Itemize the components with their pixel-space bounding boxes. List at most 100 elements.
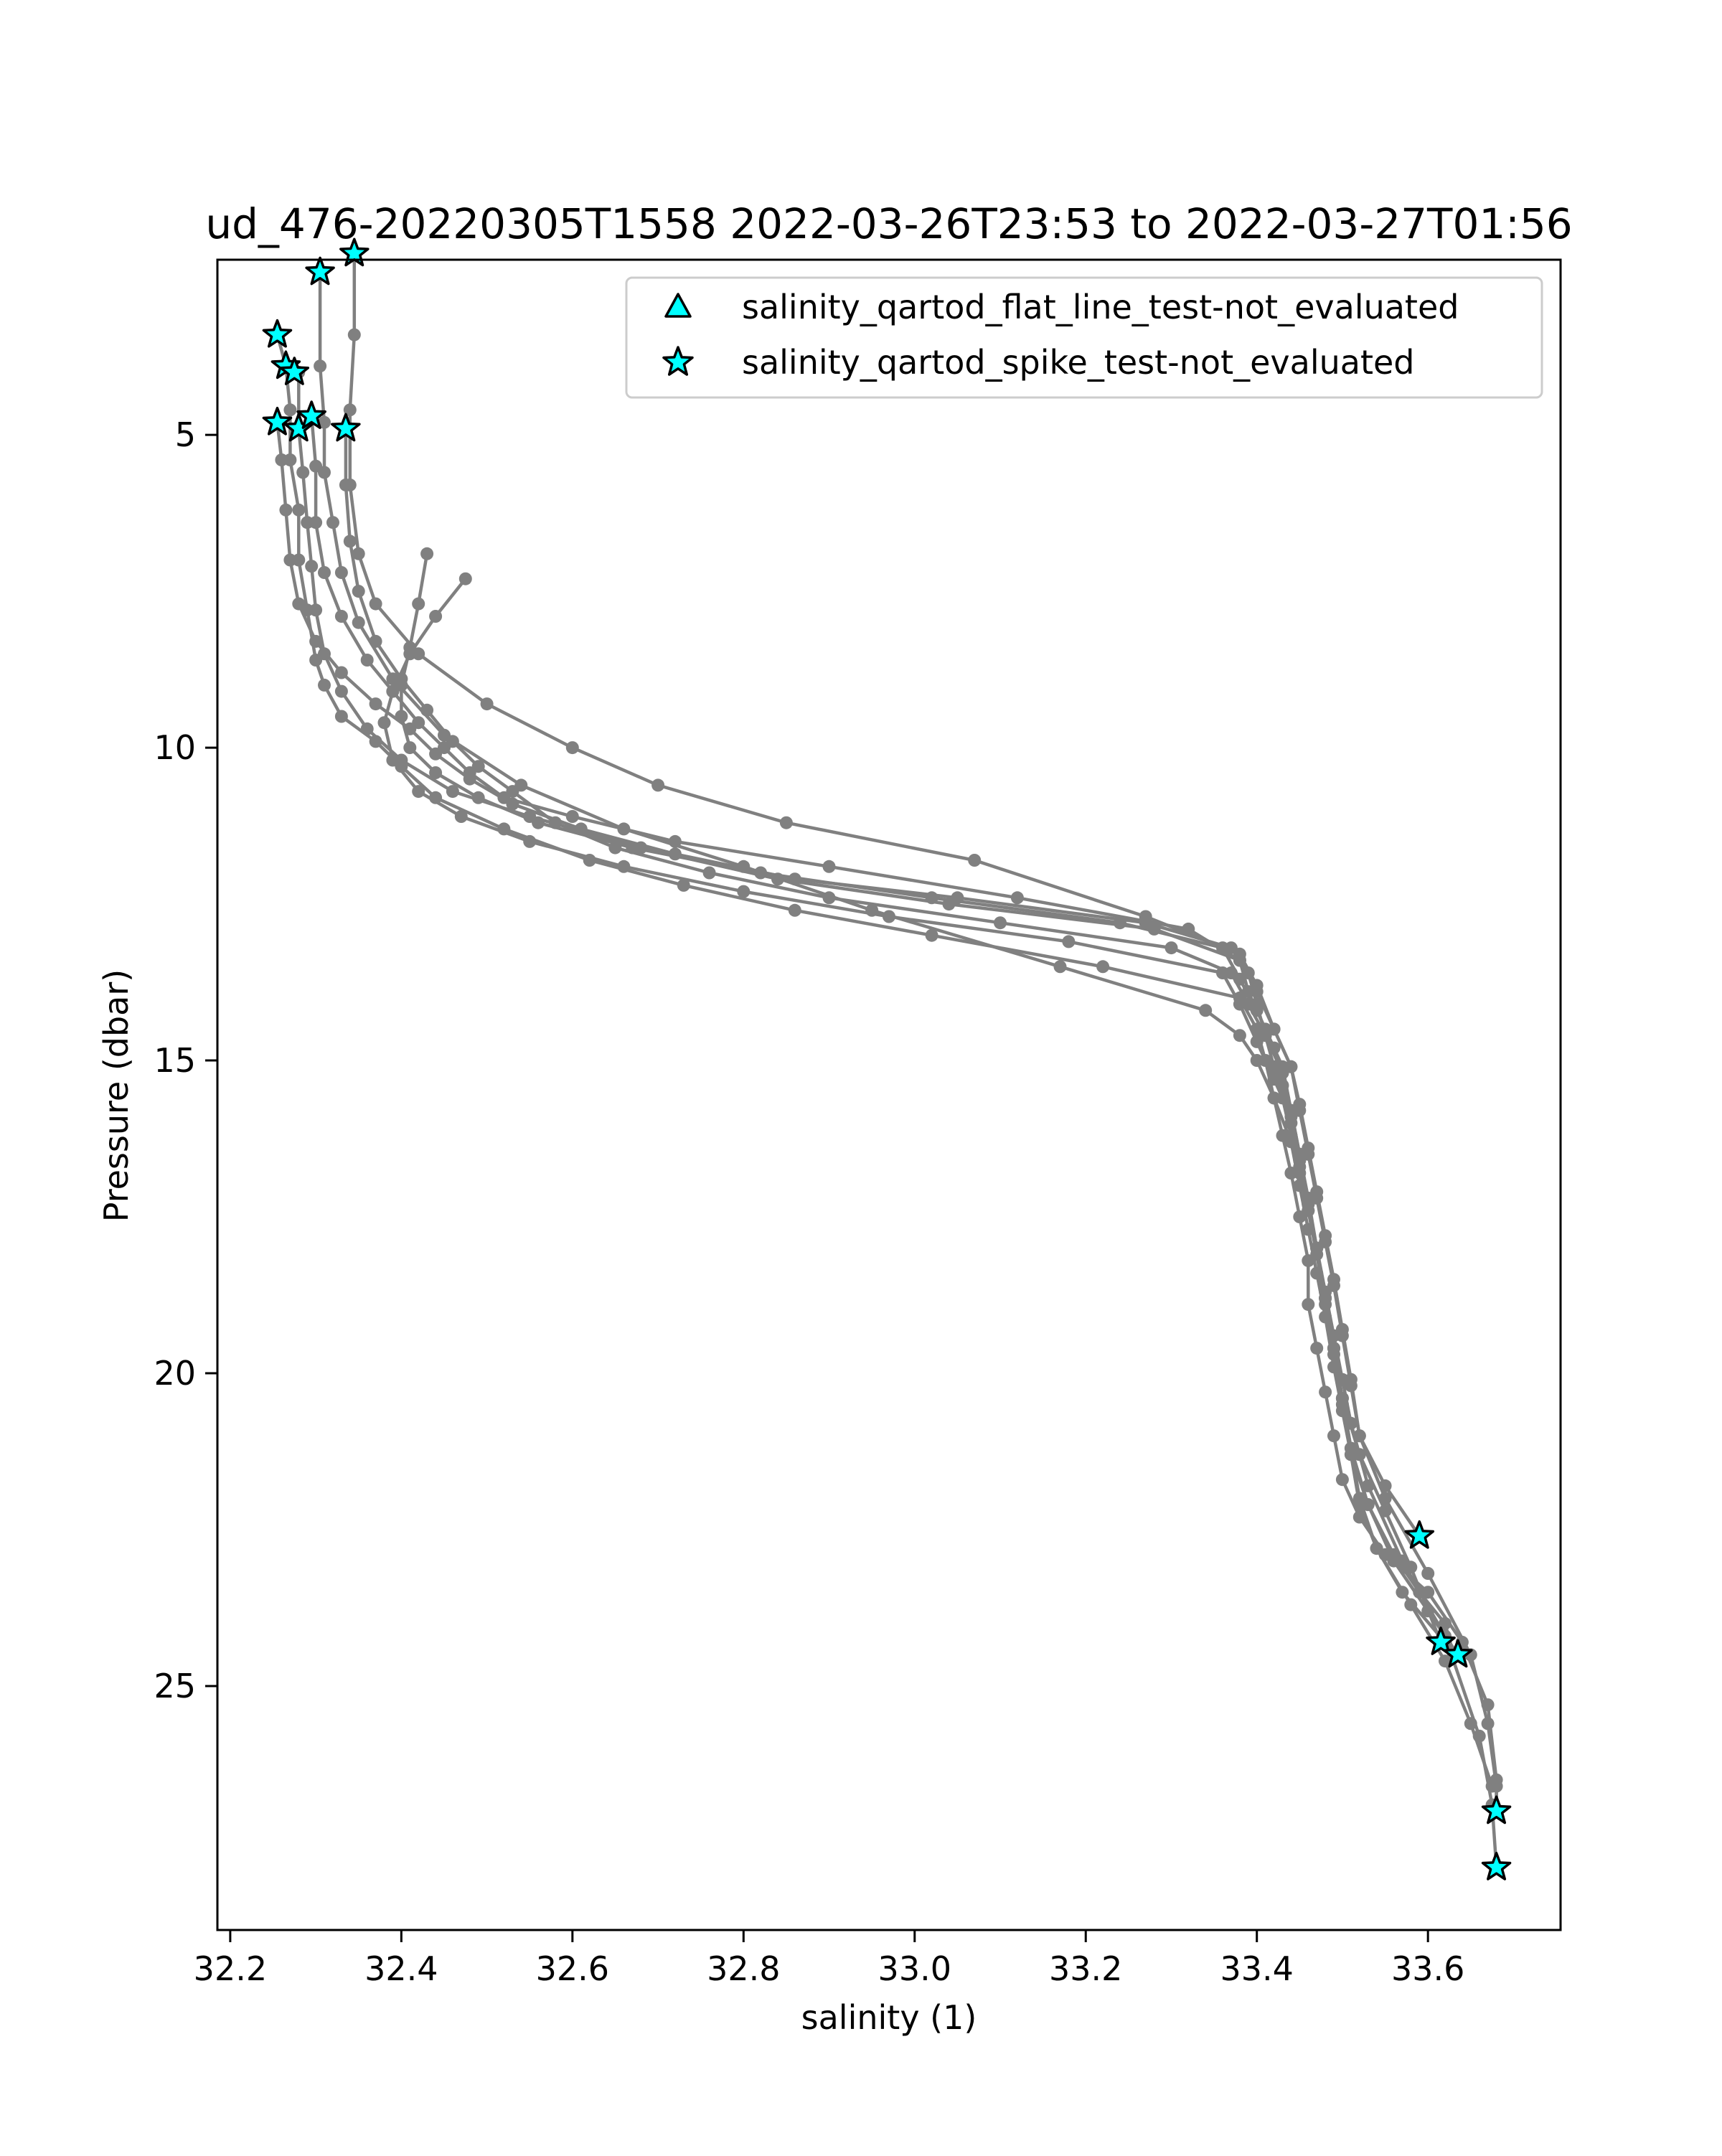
profile-point [1352,1429,1366,1443]
profile-point [471,791,485,804]
profile-point [754,866,768,880]
profile-point [968,854,982,867]
profile-point [1310,1342,1324,1355]
profile-point [318,566,331,579]
profile-point [677,878,690,892]
profile-point [454,810,468,823]
spike-flag-star [1481,1795,1512,1825]
spike-flag-star [331,413,361,442]
spike-flag-star [296,400,326,429]
profile-point [1464,1717,1477,1731]
chart-title: ud_476-20220305T1558 2022-03-26T23:53 to… [205,199,1572,248]
profile-point [1421,1604,1435,1618]
profile-point [1010,891,1024,905]
profile-point [403,647,417,661]
profile-point [1293,1154,1307,1167]
profile-point [334,684,348,698]
profile-point [1302,1298,1315,1312]
profile-point [326,516,339,529]
profile-point [523,834,537,848]
profile-point [360,722,374,735]
profile-point [305,560,319,573]
profile-point [1439,1616,1452,1630]
profile-point [369,597,382,611]
profile-point [1199,1004,1213,1017]
profile-point [1250,1035,1264,1048]
legend-label: salinity_qartod_flat_line_test-not_evalu… [742,288,1459,326]
profile-line-7 [309,415,1498,1812]
x-tick-label: 32.6 [536,1949,609,1988]
profile-point [480,697,494,711]
profile-point [1267,1073,1281,1086]
spike-flag-star [305,256,335,286]
spike-flag-star [1481,1852,1512,1880]
y-tick-label: 15 [154,1041,196,1080]
profile-point [1182,922,1195,936]
profile-point [702,866,716,880]
profile-point [1053,960,1067,974]
profile-point [403,741,417,755]
profile-point [1233,972,1246,986]
profile-point [925,891,938,905]
profile-point [1319,1385,1332,1399]
x-tick-label: 32.8 [707,1949,780,1988]
profile-point [779,816,793,829]
profile-point [314,359,327,373]
flat-line-legend-icon [664,293,692,318]
profile-point [994,916,1007,930]
spike-flag-star [1404,1520,1435,1549]
profile-point [1378,1492,1392,1505]
profile-point [334,666,348,679]
legend: salinity_qartod_flat_line_test-not_evalu… [625,276,1543,399]
profile-point [377,716,391,730]
profile-point [438,741,451,755]
legend-label: salinity_qartod_spike_test-not_evaluated [742,343,1414,382]
profile-point [565,741,579,755]
profile-point [275,453,288,466]
profile-point [1485,1779,1499,1793]
spike-flag-star [1443,1639,1473,1668]
profile-point [318,678,331,692]
profile-point [283,403,297,417]
profile-point [668,834,682,848]
x-tick-label: 33.4 [1220,1949,1294,1988]
profile-point [822,860,836,873]
profile-point [1481,1717,1495,1731]
y-tick-label: 20 [154,1354,196,1393]
spike-legend-icon [662,346,694,376]
profile-point [497,791,511,804]
profile-point [1096,960,1110,974]
profile-point [883,910,895,923]
x-axis-label: salinity (1) [801,1998,977,2037]
profile-point [412,785,425,799]
profile-point [1302,1197,1315,1211]
profile-point [1062,935,1076,948]
profile-point [292,597,306,611]
profile-point [1284,1060,1298,1073]
profile-point [309,459,323,473]
plot-area [262,237,1512,1880]
profile-point [352,616,365,629]
profile-point [1293,1098,1307,1111]
profile-point [420,703,434,717]
profile-point [292,503,306,517]
profile-point [532,816,545,829]
profile-point [1387,1554,1401,1568]
profile-point [1216,966,1229,979]
profile-point [386,684,400,698]
profile-point [617,860,631,873]
profile-point [279,503,293,517]
profile-point [1233,1029,1246,1042]
profile-point [1335,1391,1349,1405]
legend-box [625,276,1543,399]
profile-point [1319,1291,1332,1305]
profile-point [1310,1185,1324,1199]
profile-point [1352,1492,1366,1505]
y-tick-label: 5 [175,415,196,454]
spike-flag-star [262,406,293,436]
profile-point [1439,1654,1452,1668]
profile-point [1335,1323,1349,1336]
profile-point [343,535,357,548]
